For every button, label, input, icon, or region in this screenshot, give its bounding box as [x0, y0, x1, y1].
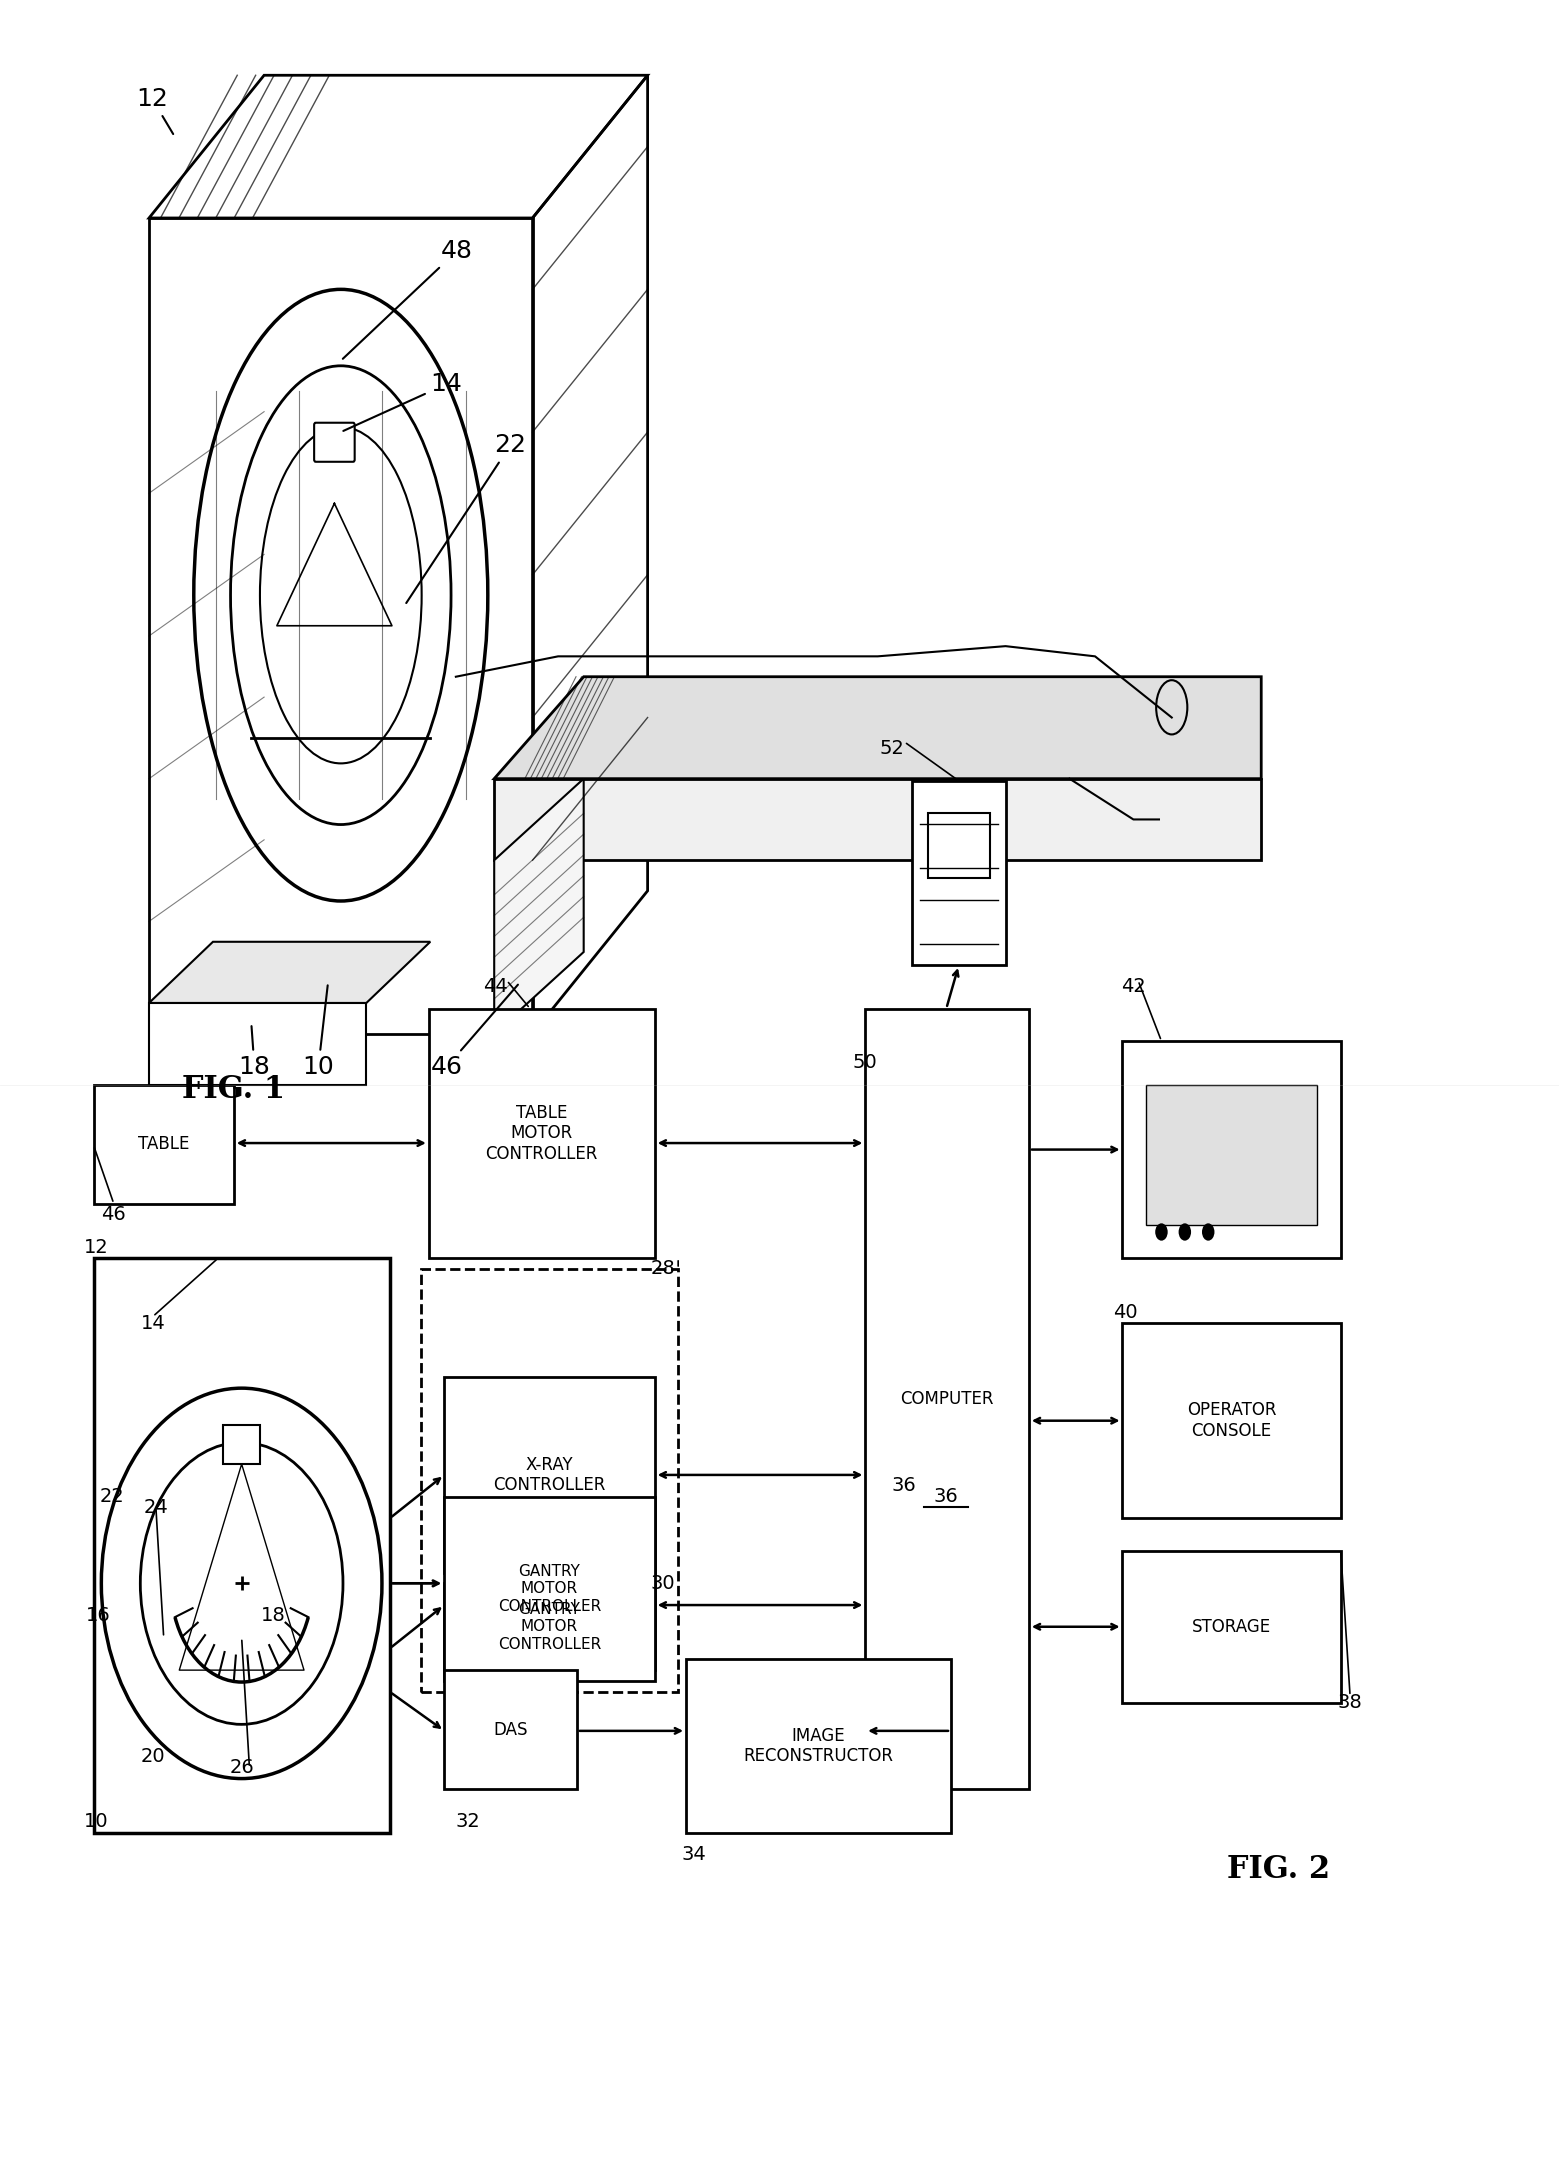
Text: COMPUTER: COMPUTER — [901, 1390, 993, 1408]
Polygon shape — [150, 1002, 366, 1084]
FancyBboxPatch shape — [865, 1009, 1029, 1789]
Text: FIG. 2: FIG. 2 — [1227, 1854, 1330, 1885]
Text: 48: 48 — [343, 239, 472, 358]
Text: 30: 30 — [650, 1575, 675, 1592]
Text: 10: 10 — [302, 985, 334, 1080]
Text: 44: 44 — [483, 978, 508, 996]
Text: 14: 14 — [140, 1314, 165, 1332]
Text: 32: 32 — [455, 1813, 480, 1831]
Text: 38: 38 — [1338, 1694, 1363, 1711]
FancyBboxPatch shape — [94, 1084, 234, 1204]
Text: 22: 22 — [407, 434, 527, 603]
Text: 12: 12 — [136, 87, 173, 134]
Text: 36: 36 — [892, 1477, 917, 1494]
Text: GANTRY
MOTOR
CONTROLLER: GANTRY MOTOR CONTROLLER — [497, 1603, 602, 1651]
Text: TABLE: TABLE — [139, 1134, 189, 1154]
FancyBboxPatch shape — [444, 1583, 655, 1670]
Text: 12: 12 — [84, 1238, 109, 1256]
FancyBboxPatch shape — [94, 1258, 390, 1833]
FancyBboxPatch shape — [928, 813, 990, 878]
Circle shape — [1155, 1223, 1168, 1241]
FancyBboxPatch shape — [444, 1670, 577, 1789]
Text: 22: 22 — [100, 1488, 125, 1505]
FancyBboxPatch shape — [1122, 1323, 1341, 1518]
Text: 52: 52 — [879, 740, 904, 757]
Polygon shape — [494, 779, 583, 1035]
FancyBboxPatch shape — [223, 1425, 260, 1464]
Text: 18: 18 — [239, 1026, 270, 1080]
FancyBboxPatch shape — [1122, 1041, 1341, 1258]
FancyBboxPatch shape — [313, 423, 354, 462]
Text: GANTRY
MOTOR
CONTROLLER: GANTRY MOTOR CONTROLLER — [497, 1564, 602, 1614]
Text: TABLE
MOTOR
CONTROLLER: TABLE MOTOR CONTROLLER — [485, 1104, 599, 1163]
Text: IMAGE
RECONSTRUCTOR: IMAGE RECONSTRUCTOR — [744, 1727, 893, 1766]
FancyBboxPatch shape — [429, 1009, 655, 1258]
Text: 10: 10 — [84, 1813, 109, 1831]
Polygon shape — [150, 941, 430, 1002]
Text: 16: 16 — [86, 1607, 111, 1625]
Text: FIG. 1: FIG. 1 — [182, 1074, 285, 1104]
Circle shape — [1202, 1223, 1214, 1241]
FancyBboxPatch shape — [686, 1659, 951, 1833]
Circle shape — [1179, 1223, 1191, 1241]
Polygon shape — [494, 779, 1261, 861]
FancyBboxPatch shape — [444, 1377, 655, 1573]
Text: DAS: DAS — [493, 1720, 529, 1740]
Text: 46: 46 — [430, 985, 518, 1080]
Text: 28: 28 — [650, 1260, 675, 1278]
Text: X-RAY
CONTROLLER: X-RAY CONTROLLER — [493, 1455, 606, 1494]
FancyBboxPatch shape — [1146, 1084, 1317, 1225]
Text: 20: 20 — [140, 1748, 165, 1766]
Text: 42: 42 — [1121, 978, 1146, 996]
Text: 34: 34 — [681, 1846, 706, 1863]
Text: 26: 26 — [229, 1759, 254, 1776]
Text: 40: 40 — [1113, 1304, 1138, 1321]
FancyBboxPatch shape — [1122, 1551, 1341, 1703]
Polygon shape — [494, 677, 1261, 779]
Text: 46: 46 — [101, 1206, 126, 1223]
Text: 36: 36 — [934, 1488, 959, 1505]
Text: OPERATOR
CONSOLE: OPERATOR CONSOLE — [1186, 1401, 1277, 1440]
Text: STORAGE: STORAGE — [1193, 1618, 1271, 1635]
Text: 24: 24 — [143, 1499, 168, 1516]
Text: 14: 14 — [343, 373, 461, 432]
FancyBboxPatch shape — [444, 1497, 655, 1681]
FancyBboxPatch shape — [912, 781, 1006, 965]
Text: 18: 18 — [260, 1607, 285, 1625]
Text: 50: 50 — [853, 1054, 878, 1071]
